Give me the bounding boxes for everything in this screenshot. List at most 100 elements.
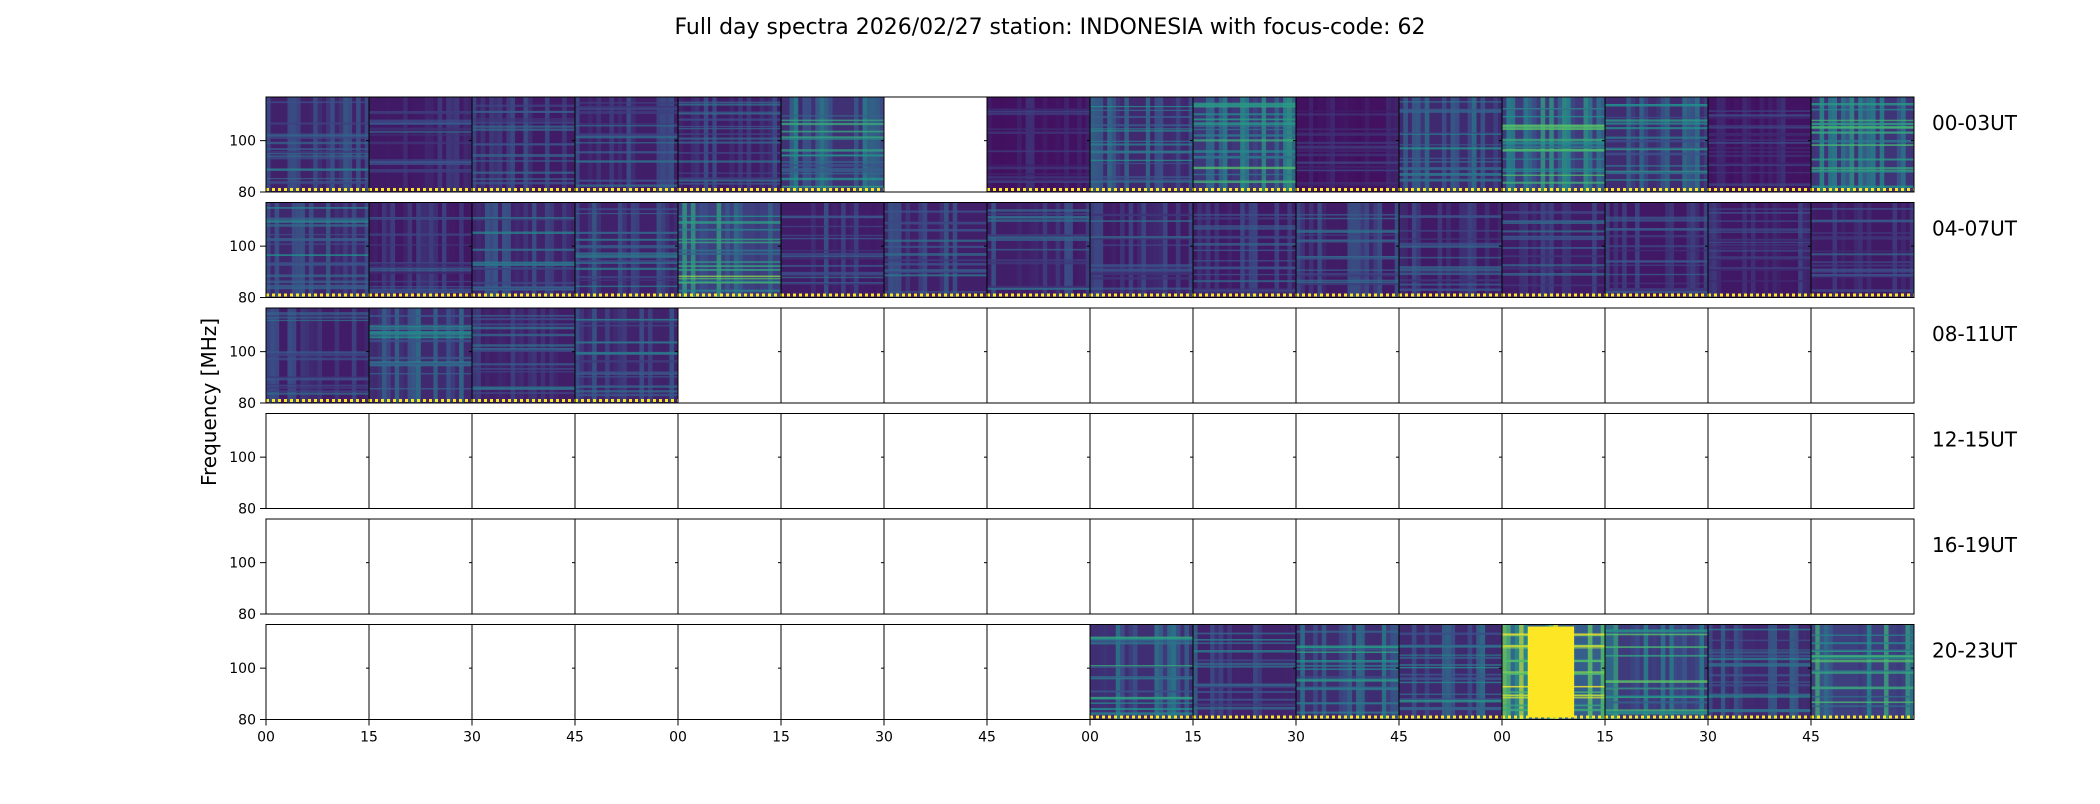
spectrum-line [678, 261, 781, 263]
spectrum-streak [622, 202, 627, 298]
spectrum-line [472, 286, 575, 289]
spectrum-line [1811, 131, 1914, 134]
spectrum-panel [574, 202, 679, 298]
spectrum-line [369, 269, 472, 272]
spectra-rows: 80 100 00-03UT 80 100 04-07UT 80 100 08-11UT 80 10… [229, 96, 2018, 729]
panel-frame [574, 413, 679, 509]
spectrum-line [575, 232, 678, 234]
spectrum-panel [1295, 413, 1400, 509]
spectrum-line [472, 263, 575, 266]
spectrum-line [1090, 128, 1193, 130]
spectrum-streak [502, 308, 507, 403]
spectrum-line [1193, 125, 1296, 127]
spectrum-line [1193, 665, 1296, 668]
spectrum-panel [1810, 624, 1915, 720]
spectrum-streak [1244, 97, 1250, 192]
spectrum-streak [1699, 624, 1705, 720]
spectrum-streak [1171, 202, 1177, 298]
spectrum-streak [386, 97, 391, 192]
spectrum-streak [334, 97, 340, 192]
spectrum-streak [1317, 97, 1323, 192]
spectrum-line [266, 207, 369, 209]
spectrum-line [987, 164, 1090, 167]
spectrum-line [369, 362, 472, 366]
spectrum-panel [1295, 202, 1400, 298]
spectrum-line [472, 367, 575, 370]
spectrum-line [575, 376, 678, 378]
spectrum-line [1811, 170, 1914, 172]
spectrum-line [575, 324, 678, 327]
spectrum-line [472, 249, 575, 251]
spectrum-line [472, 371, 575, 373]
spectrum-streak [326, 202, 331, 298]
spectrum-panel [1295, 518, 1400, 615]
spectrum-line [678, 141, 781, 144]
spectrum-line [1502, 220, 1605, 223]
spectrum-panel [574, 307, 679, 404]
chart-title: Full day spectra 2026/02/27 station: IND… [674, 15, 1425, 40]
x-tick-label: 45 [1802, 730, 1820, 746]
spectrum-streak [429, 97, 434, 192]
spectrum-streak [338, 97, 344, 192]
spectrum-panel [265, 413, 370, 509]
spectrum-line [1811, 171, 1914, 173]
x-tick-label: 30 [875, 730, 893, 746]
spectrum-panel [471, 518, 576, 615]
spectrum-line [987, 287, 1090, 290]
spectrum-streak [1308, 97, 1314, 192]
spectrum-line [1090, 712, 1193, 715]
spectrum-line [1399, 656, 1502, 659]
spectrum-streak [390, 202, 396, 298]
spectrum-streak [1154, 624, 1159, 720]
spectrum-panel [677, 202, 782, 298]
spectrum-line [266, 233, 369, 236]
spectrum-streak [1656, 624, 1662, 720]
spectrum-streak [441, 202, 447, 298]
spectrum-line [1193, 113, 1296, 116]
panel-frame [780, 413, 885, 509]
spectrum-line [1193, 155, 1296, 158]
spectrum-line [1605, 712, 1708, 715]
spectrum-line [266, 284, 369, 288]
spectrum-line [575, 136, 678, 139]
spectrum-line [1399, 289, 1502, 291]
spectrum-line [1399, 654, 1502, 656]
spectrum-line [1090, 105, 1193, 108]
spectrum-streak [326, 97, 331, 192]
spectrum-streak [1296, 202, 1301, 298]
spectrum-panel [986, 202, 1091, 298]
spectrum-streak [1017, 97, 1022, 192]
panel-frame [1295, 413, 1400, 509]
spectrum-line [1811, 167, 1914, 170]
spectrum-line [1811, 671, 1914, 674]
spectrum-streak [1652, 624, 1657, 720]
spectrum-line [987, 209, 1090, 212]
spectrum-streak [1287, 97, 1293, 192]
spectrum-line [1296, 256, 1399, 259]
spectrum-streak [1167, 624, 1172, 720]
panel-frame [1810, 518, 1915, 615]
spectrum-streak [862, 97, 868, 192]
spectrum-panel [1192, 413, 1297, 509]
spectrum-line [1502, 141, 1605, 145]
spectrum-line [1193, 173, 1296, 176]
spectrum-line [472, 323, 575, 326]
spectrum-line [987, 259, 1090, 262]
spectrum-streak [1321, 624, 1327, 720]
spectrum-line [575, 102, 678, 104]
spectrum-line [369, 373, 472, 375]
spectrum-streak [519, 308, 524, 403]
y-tick-label: 80 [238, 713, 256, 729]
spectrum-streak [493, 308, 499, 403]
spectrum-panel [574, 518, 679, 615]
spectrum-streak [1326, 97, 1331, 192]
spectrum-streak [656, 97, 662, 192]
spectrum-line [1296, 275, 1399, 277]
spectrum-line [781, 255, 884, 258]
spectrum-line [1399, 272, 1502, 276]
panel-frame [1501, 518, 1606, 615]
spectrum-line [1193, 632, 1296, 635]
spectrum-line [266, 221, 369, 223]
panel-frame [883, 307, 988, 404]
spectrum-streak [514, 308, 520, 403]
